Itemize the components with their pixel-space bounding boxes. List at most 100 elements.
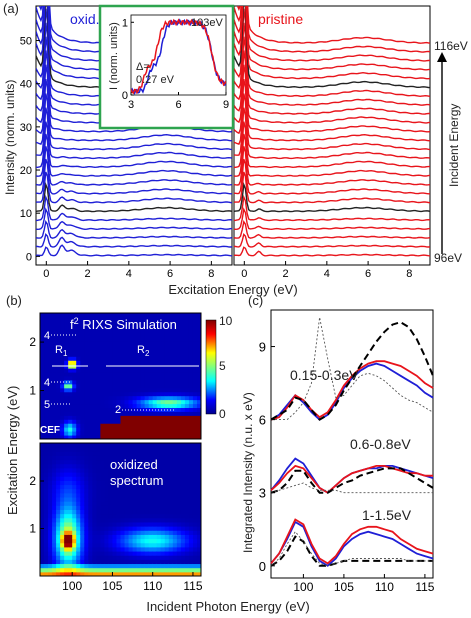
heatmap-cell xyxy=(60,463,65,469)
heatmap-cell xyxy=(116,320,121,326)
heatmap-cell xyxy=(76,352,81,357)
heatmap-cell xyxy=(196,348,201,353)
heatmap-cell xyxy=(180,472,186,477)
heatmap-cell xyxy=(80,484,85,490)
heatmap-cell xyxy=(128,352,134,357)
heatmap-cell xyxy=(44,328,49,334)
heatmap-cell xyxy=(72,476,77,481)
heatmap-cell xyxy=(164,383,170,389)
heatmap-cell xyxy=(140,563,146,569)
heatmap-cell xyxy=(104,463,109,469)
heatmap-cell xyxy=(52,501,57,506)
heatmap-cell xyxy=(188,526,194,531)
heatmap-cell xyxy=(56,447,61,452)
heatmap-cell xyxy=(132,332,138,338)
heatmap-cell xyxy=(44,567,49,573)
heatmap-cell xyxy=(124,352,130,357)
heatmap-cell xyxy=(116,501,121,506)
heatmap-cell xyxy=(164,313,170,318)
heatmap-cell xyxy=(92,521,97,527)
heatmap-cell xyxy=(148,328,154,334)
heatmap-cell xyxy=(192,399,198,405)
heatmap-cell xyxy=(168,521,174,527)
heatmap-cell xyxy=(132,463,138,469)
heatmap-cell xyxy=(132,571,138,576)
heatmap-cell xyxy=(60,567,65,573)
heatmap-cell xyxy=(84,391,89,397)
heatmap-cell xyxy=(176,559,182,565)
heatmap-cell xyxy=(112,551,117,556)
heatmap-cell xyxy=(88,517,93,523)
heatmap-cell xyxy=(196,455,201,461)
heatmap-cell xyxy=(144,459,150,465)
heatmap-cell xyxy=(156,336,162,342)
heatmap-cell xyxy=(124,431,130,436)
heatmap-cell xyxy=(136,476,142,481)
heatmap-cell xyxy=(120,459,126,465)
heatmap-cell xyxy=(120,435,126,439)
heatmap-cell xyxy=(144,467,150,473)
pristine-curve-18 xyxy=(234,8,430,98)
heatmap-cell xyxy=(76,399,81,405)
heatmap-cell xyxy=(52,368,57,373)
heatmap-cell xyxy=(156,517,162,523)
heatmap-cell xyxy=(96,344,101,349)
heatmap-cell xyxy=(164,352,170,357)
heatmap-cell xyxy=(168,443,174,448)
heatmap-cell xyxy=(88,563,93,569)
heatmap-cell xyxy=(140,488,146,494)
heatmap-cell xyxy=(72,368,77,373)
heatmap-cell xyxy=(72,313,77,318)
heatmap-cell xyxy=(136,356,142,361)
heatmap-cell xyxy=(96,415,101,420)
heatmap-cell xyxy=(156,526,162,531)
heatmap-cell xyxy=(40,427,45,432)
heatmap-cell xyxy=(152,521,158,527)
heatmap-cell xyxy=(192,368,198,373)
heatmap-cell xyxy=(136,431,142,436)
heatmap-cell xyxy=(112,555,117,560)
heatmap-cell xyxy=(116,379,121,385)
heatmap-cell xyxy=(108,431,113,436)
heatmap-cell xyxy=(116,555,121,560)
heatmap-cell xyxy=(96,324,101,330)
heatmap-cell xyxy=(180,332,186,338)
heatmap-cell xyxy=(64,344,69,349)
heatmap-cell xyxy=(80,411,85,416)
heatmap-cell xyxy=(100,488,105,494)
heatmap-cell xyxy=(116,513,121,519)
heatmap-cell xyxy=(184,360,190,365)
heatmap-cell xyxy=(40,551,45,556)
oxid-curve-13 xyxy=(36,78,232,142)
heatmap-cell xyxy=(152,316,158,322)
heatmap-cell xyxy=(168,472,174,477)
heatmap-cell xyxy=(120,563,126,569)
heatmap-cell xyxy=(108,526,113,531)
heatmap-cell xyxy=(140,476,146,481)
heatmap-cell xyxy=(96,534,101,540)
heatmap-cell xyxy=(84,427,89,432)
heatmap-cell xyxy=(116,451,121,456)
heatmap-cell xyxy=(144,513,150,519)
heatmap-cell xyxy=(184,419,190,424)
heatmap-cell xyxy=(164,472,170,477)
inset-curves xyxy=(131,18,226,95)
heatmap-cell xyxy=(196,538,201,544)
heatmap-cell xyxy=(64,526,69,531)
heatmap-cell xyxy=(40,443,45,448)
heatmap-cell xyxy=(164,484,170,490)
heatmap-cell xyxy=(168,324,174,330)
heatmap-cell xyxy=(140,348,146,353)
heatmap-cell xyxy=(136,542,142,548)
heatmap-cell xyxy=(72,352,77,357)
heatmap-cell xyxy=(104,497,109,502)
heatmap-cell xyxy=(144,324,150,330)
heatmap-cell xyxy=(168,517,174,523)
heatmap-cell xyxy=(100,387,105,393)
heatmap-cell xyxy=(72,521,77,527)
heatmap-cell xyxy=(40,571,45,576)
heatmap-cell xyxy=(120,484,126,490)
heatmap-cell xyxy=(128,538,134,544)
heatmap-cell xyxy=(92,411,97,416)
heatmap-cell xyxy=(152,546,158,552)
